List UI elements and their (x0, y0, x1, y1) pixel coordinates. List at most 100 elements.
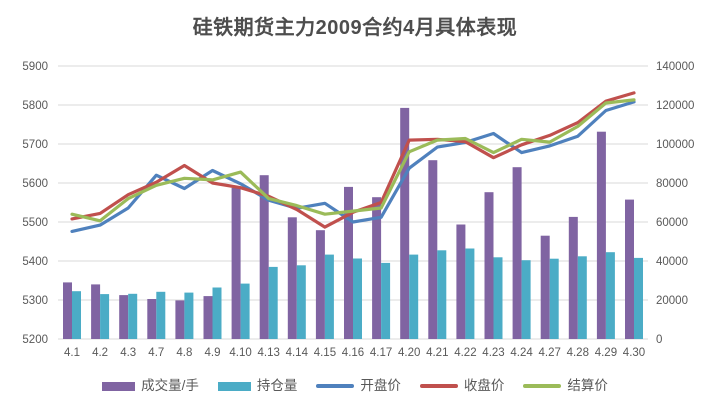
right-axis-tick: 40000 (656, 256, 688, 268)
x-axis-tick: 4.24 (510, 347, 533, 359)
legend-item-close: 收盘价 (419, 378, 505, 394)
bar-volume-4.17 (372, 197, 382, 339)
bar-open-interest-4.28 (577, 256, 587, 339)
bar-open-interest-4.7 (156, 291, 166, 339)
x-axis-tick: 4.9 (205, 347, 221, 359)
bar-open-interest-4.17 (381, 262, 391, 339)
x-axis-tick: 4.14 (286, 347, 309, 359)
left-axis-tick: 5900 (22, 61, 48, 73)
left-axis-tick: 5500 (22, 217, 48, 229)
bar-volume-4.15 (315, 230, 325, 339)
line-settle (70, 98, 636, 223)
legend-swatch-close (419, 384, 458, 388)
legend-item-volume: 成交量/手 (102, 379, 199, 393)
bar-volume-4.8 (175, 300, 185, 339)
line-open (70, 100, 636, 233)
legend: 成交量/手 持仓量 开盘价 收盘价 结算价 (0, 374, 710, 398)
bar-volume-4.20 (400, 107, 410, 340)
bar-volume-4.21 (428, 160, 438, 339)
x-axis-tick: 4.20 (398, 347, 420, 359)
plot-area: 5200 5300 5400 5500 5600 5700 5800 5900 0 20000 40… (22, 61, 694, 359)
bar-volume-4.24 (512, 167, 522, 339)
x-axis-tick: 4.29 (595, 347, 617, 359)
bar-open-interest-4.9 (212, 287, 222, 339)
legend-swatch-open-interest (217, 381, 251, 391)
bar-open-interest-4.14 (296, 265, 306, 339)
bar-volume-4.30 (625, 199, 634, 339)
bar-open-interest-4.27 (549, 258, 559, 339)
left-axis-tick: 5200 (22, 334, 48, 346)
x-axis-tick: 4.8 (176, 347, 192, 359)
x-axis-tick: 4.21 (426, 347, 448, 359)
bar-open-interest-4.2 (100, 294, 110, 339)
bar-volume-4.3 (119, 295, 129, 339)
legend-item-settle: 结算价 (523, 379, 608, 393)
bar-open-interest-4.3 (128, 293, 138, 339)
bar-volume-4.14 (287, 217, 297, 339)
left-axis-tick: 5700 (22, 139, 48, 151)
bar-open-interest-4.13 (268, 266, 278, 339)
bar-open-interest-4.29 (605, 252, 615, 339)
right-axis-tick: 100000 (656, 139, 694, 151)
x-axis-tick: 4.7 (148, 347, 164, 359)
left-axis-tick: 5400 (22, 256, 48, 268)
legend-label-settle: 结算价 (567, 378, 608, 394)
left-axis-tick: 5800 (22, 100, 48, 112)
bar-volume-4.7 (147, 299, 157, 339)
right-axis-tick: 0 (656, 334, 662, 346)
bar-volume-4.28 (568, 216, 578, 339)
x-axis-tick: 4.22 (454, 347, 476, 359)
x-axis-tick: 4.30 (623, 347, 645, 359)
x-axis-tick: 4.27 (539, 347, 561, 359)
left-axis-tick: 5300 (22, 295, 48, 307)
bar-open-interest-4.8 (184, 292, 194, 339)
chart-title: 硅铁期货主力2009合约4月具体表现 (192, 17, 518, 39)
bar-open-interest-4.24 (521, 260, 531, 339)
legend-swatch-volume (102, 381, 136, 391)
x-axis-tick: 4.10 (229, 347, 251, 359)
right-axis-tick: 20000 (656, 295, 688, 307)
x-axis-tick: 4.23 (482, 347, 504, 359)
bar-open-interest-4.20 (409, 254, 419, 339)
x-axis-tick: 4.17 (370, 347, 392, 359)
right-axis-tick: 80000 (656, 178, 688, 190)
x-axis-tick: 4.13 (258, 347, 280, 359)
legend-label-open-interest: 持仓量 (256, 378, 298, 394)
bar-volume-4.29 (596, 131, 606, 339)
bar-volume-4.22 (456, 224, 466, 339)
x-axis-tick: 4.2 (92, 347, 108, 359)
x-axis-tick: 4.3 (120, 347, 136, 359)
legend-label-open: 开盘价 (360, 378, 401, 394)
bar-volume-4.16 (344, 186, 353, 339)
legend-swatch-open (316, 384, 355, 388)
legend-label-volume: 成交量/手 (141, 378, 199, 394)
left-axis-tick: 5600 (22, 178, 48, 190)
bar-open-interest-4.22 (465, 248, 475, 339)
x-axis-tick: 4.15 (314, 347, 336, 359)
bar-volume-4.10 (231, 187, 241, 339)
bar-volume-4.9 (203, 296, 213, 339)
legend-swatch-settle (523, 384, 562, 388)
bar-volume-4.23 (484, 192, 494, 339)
bar-volume-4.1 (63, 282, 72, 339)
legend-label-close: 收盘价 (463, 378, 505, 394)
bar-volume-4.27 (540, 235, 550, 339)
bar-open-interest-4.21 (437, 250, 447, 339)
bar-volume-4.13 (259, 175, 269, 339)
right-axis-tick: 120000 (656, 100, 694, 112)
bar-open-interest-4.23 (493, 257, 503, 339)
bar-volume-4.2 (91, 284, 101, 339)
right-axis-tick: 140000 (656, 61, 694, 73)
bar-open-interest-4.16 (353, 258, 362, 339)
x-axis-tick: 4.1 (64, 347, 80, 359)
legend-item-open-interest: 持仓量 (217, 378, 298, 394)
bar-open-interest-4.1 (72, 291, 81, 339)
x-axis-tick: 4.16 (342, 347, 364, 359)
bar-open-interest-4.10 (240, 283, 250, 339)
x-axis-tick: 4.28 (567, 347, 589, 359)
right-axis-tick: 60000 (656, 217, 688, 229)
bar-open-interest-4.15 (324, 254, 334, 339)
legend-item-open: 开盘价 (316, 379, 401, 393)
bar-open-interest-4.30 (634, 257, 643, 339)
